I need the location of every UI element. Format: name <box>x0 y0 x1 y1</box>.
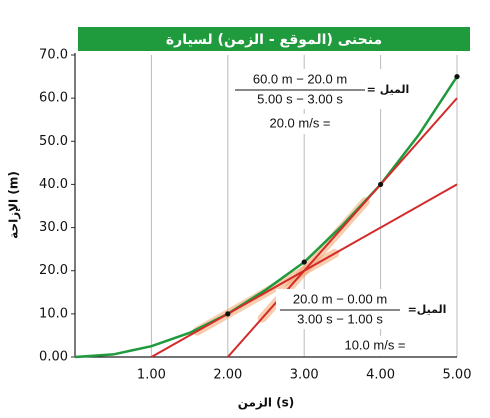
annotation-bg <box>252 114 348 134</box>
point <box>225 311 231 317</box>
formula-numerator: 20.0 m − 0.00 m <box>293 291 387 306</box>
y-tick-label: 50.0 <box>39 134 68 149</box>
y-tick-label: 40.0 <box>39 177 68 192</box>
tangent-line <box>227 97 458 358</box>
chart-title: منحنى (الموقع - الزمن) لسيارة <box>166 32 382 48</box>
y-tick-label: 10.0 <box>39 306 68 321</box>
y-tick-label: 30.0 <box>39 220 68 235</box>
y-tick-label: 20.0 <box>39 263 68 278</box>
title-bar <box>78 27 470 51</box>
formula-label: الميل = <box>367 83 410 96</box>
x-tick-label: 3.00 <box>290 368 319 383</box>
y-tick-label: 0.00 <box>39 350 68 365</box>
curve <box>74 75 459 359</box>
formula-result: 20.0 m/s = <box>269 115 330 130</box>
y-tick-label: 70.0 <box>39 48 68 63</box>
annotation-bg <box>276 289 431 329</box>
y-tick-label: 60.0 <box>39 91 68 106</box>
x-tick-label: 2.00 <box>213 368 242 383</box>
formula-result: 10.0 m/s = <box>344 337 405 352</box>
formula-denominator: 5.00 s − 3.00 s <box>257 91 343 106</box>
formula-numerator: 60.0 m − 20.0 m <box>253 71 347 86</box>
x-tick-label: 1.00 <box>137 368 166 383</box>
x-tick-label: 5.00 <box>443 368 472 383</box>
x-axis-label: الزمن (s) <box>238 396 295 410</box>
point <box>301 259 307 265</box>
annotation-bg <box>231 69 392 109</box>
point <box>378 181 384 188</box>
point <box>454 73 460 80</box>
annotation-bg <box>327 336 423 356</box>
x-tick-label: 4.00 <box>366 368 395 383</box>
formula-label: الميل= <box>408 303 447 316</box>
formula-denominator: 3.00 s − 1.00 s <box>297 311 383 326</box>
y-axis-label: الإزاحة (m) <box>7 171 21 239</box>
